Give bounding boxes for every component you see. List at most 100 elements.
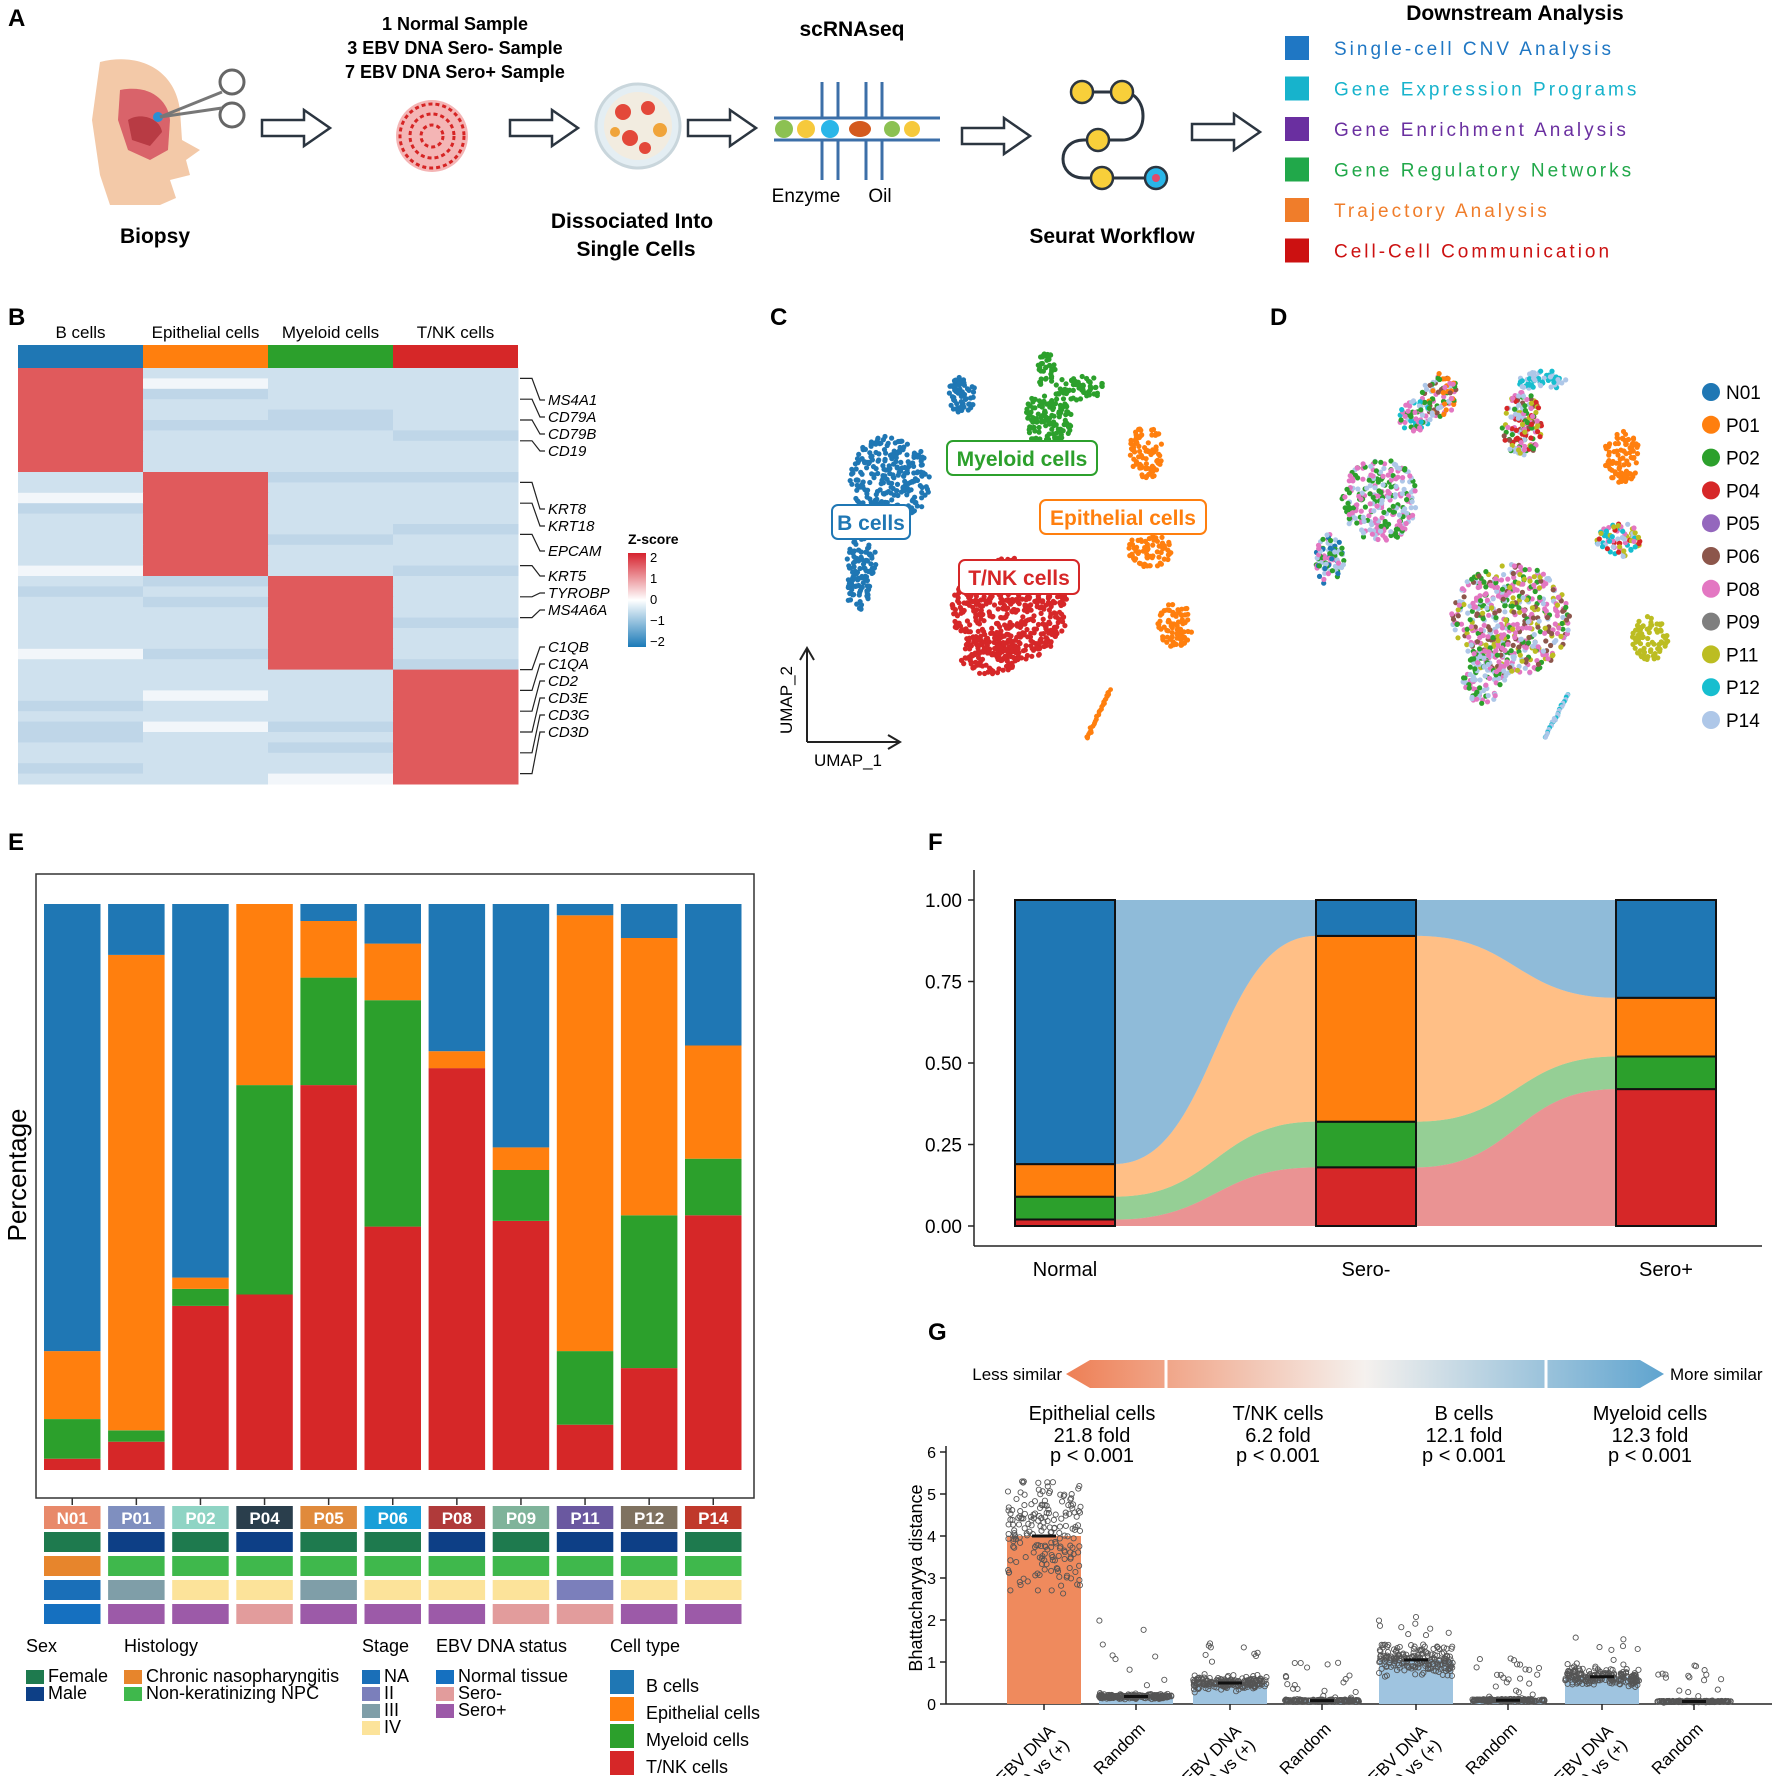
- group-fold-label: 12.1 fold: [1426, 1425, 1503, 1447]
- heatmap-cell: [143, 513, 269, 525]
- heatmap-cell: [268, 420, 394, 431]
- umap-point: [1067, 387, 1073, 393]
- umap-point: [1449, 611, 1455, 617]
- umap-point: [857, 565, 863, 572]
- umap-point: [1043, 423, 1049, 429]
- gene-connector: [520, 398, 545, 418]
- umap-point: [1499, 586, 1506, 592]
- umap-point: [1483, 584, 1489, 590]
- umap-point: [1027, 425, 1033, 431]
- heatmap-cell: [268, 430, 394, 442]
- jitter-point: [1376, 1622, 1384, 1629]
- seurat-workflow-icon: [1061, 79, 1169, 191]
- heatmap-cell: [18, 576, 144, 587]
- umap-point: [1381, 509, 1387, 515]
- umap-point: [1407, 403, 1413, 409]
- umap-label-bcells: B cells: [837, 512, 905, 535]
- umap-point: [1640, 623, 1646, 629]
- umap-point: [1510, 595, 1516, 601]
- umap-point: [961, 391, 968, 398]
- umap-point: [1612, 441, 1619, 447]
- umap-point: [1405, 408, 1411, 414]
- jitter-point: [1284, 1681, 1291, 1688]
- umap-point: [1509, 626, 1516, 632]
- umap-point: [1484, 699, 1491, 705]
- umap-point: [1631, 454, 1637, 461]
- heatmap-cell: [18, 555, 144, 567]
- umap-point: [956, 620, 962, 626]
- umap-point: [882, 456, 888, 462]
- umap-point: [926, 474, 932, 480]
- umap-point: [1477, 584, 1483, 590]
- annotation-histology: [364, 1556, 421, 1576]
- umap-point: [1525, 619, 1531, 625]
- umap-point: [970, 599, 976, 605]
- umap-point: [850, 577, 856, 583]
- panel-a: A Biopsy 1 Normal Sample 3 EBV DNA Sero-…: [8, 2, 1636, 263]
- group-cell-label: T/NK cells: [1232, 1403, 1323, 1425]
- heatmap-cell: [393, 721, 519, 733]
- scrnaseq-label: scRNAseq: [799, 18, 904, 41]
- heatmap-cell: [143, 628, 269, 639]
- umap-point: [1366, 513, 1372, 519]
- umap-point: [1632, 530, 1638, 536]
- umap-point: [1139, 472, 1145, 478]
- annotation-ebv: [300, 1604, 357, 1624]
- legend-title: EBV DNA status: [436, 1636, 567, 1656]
- alluvial-bar-segment: [1615, 1088, 1717, 1227]
- umap-point: [1409, 499, 1415, 505]
- category-label: P12: [634, 1509, 664, 1528]
- umap-point: [1418, 407, 1424, 413]
- axis-f-category: Normal: [1033, 1259, 1097, 1281]
- umap-point: [1617, 544, 1623, 550]
- umap-point: [1158, 610, 1164, 616]
- umap-point: [1138, 427, 1144, 433]
- umap-point: [1520, 581, 1526, 587]
- umap-axes: [799, 646, 902, 750]
- umap-point: [1540, 648, 1547, 654]
- umap-point: [1345, 500, 1351, 506]
- heatmap-cell: [268, 524, 394, 535]
- umap-point: [1129, 537, 1135, 543]
- umap-point: [1390, 509, 1396, 515]
- umap-point: [955, 407, 961, 413]
- heatmap-cell: [393, 617, 519, 629]
- heatmap-cell: [18, 409, 144, 421]
- umap-point: [1459, 586, 1466, 592]
- umap-point: [1483, 569, 1489, 575]
- umap-point: [1511, 654, 1517, 660]
- heatmap-cell: [143, 388, 269, 400]
- umap-point: [1495, 638, 1501, 644]
- legend-swatch: [124, 1670, 142, 1684]
- umap-point: [1047, 352, 1053, 358]
- umap-point: [1073, 397, 1080, 403]
- umap-point: [884, 442, 890, 449]
- bar-segment: [556, 904, 614, 916]
- umap-point: [964, 641, 970, 647]
- umap-point: [924, 486, 931, 492]
- umap-point: [889, 435, 895, 441]
- umap-point: [1170, 609, 1176, 615]
- umap-point: [964, 386, 971, 392]
- umap-point: [982, 645, 988, 652]
- umap-point: [1316, 563, 1322, 569]
- umap-point: [1150, 468, 1156, 474]
- umap-point: [1009, 596, 1015, 603]
- jitter-point: [1476, 1656, 1483, 1663]
- heatmap-cell: [393, 773, 519, 785]
- umap-point: [894, 449, 900, 455]
- heatmap-cell: [18, 368, 144, 379]
- umap-point: [1156, 431, 1162, 437]
- similarity-scale: Less similar More similar: [972, 1360, 1763, 1388]
- sample-legend-label: P12: [1726, 678, 1760, 699]
- umap-point: [1178, 634, 1184, 640]
- heatmap-cell: [393, 503, 519, 515]
- gene-label: KRT18: [548, 518, 595, 535]
- umap-point: [1411, 427, 1417, 433]
- umap-point: [872, 549, 878, 555]
- umap-point: [856, 547, 862, 553]
- umap-point: [1522, 407, 1528, 414]
- umap-point: [1053, 382, 1059, 388]
- umap-point: [1373, 468, 1379, 474]
